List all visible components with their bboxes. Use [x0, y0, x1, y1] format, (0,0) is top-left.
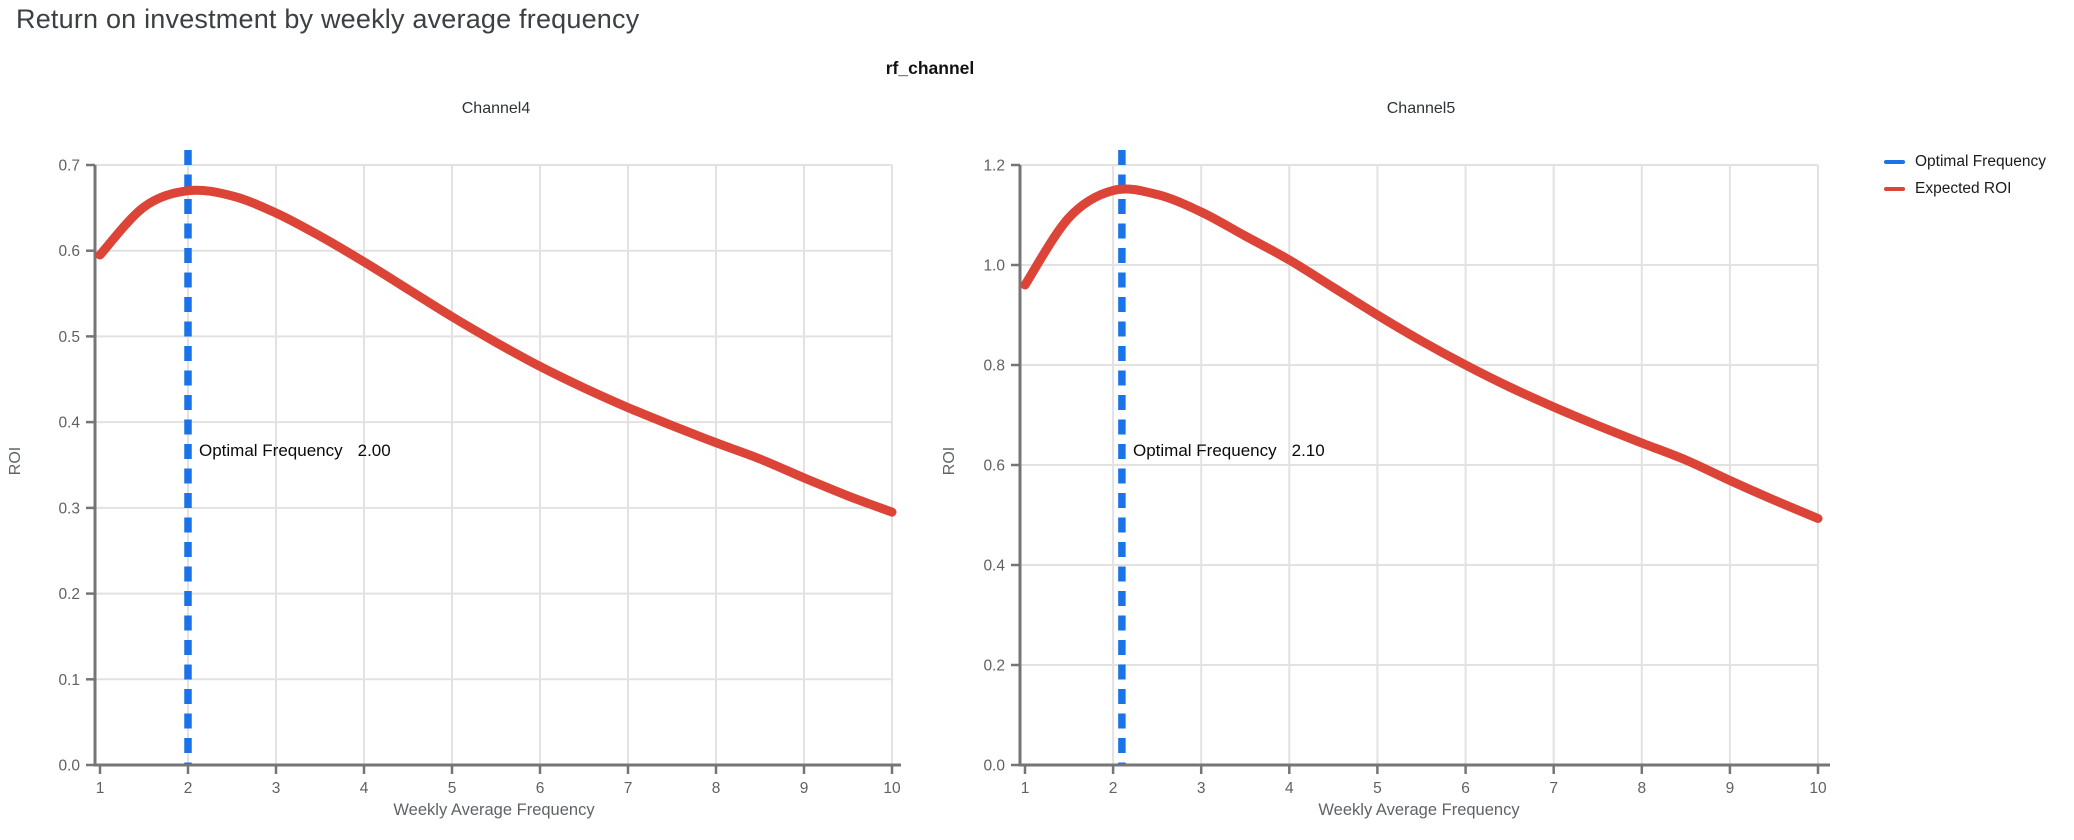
- y-axis-title-channel5: ROI: [941, 446, 958, 476]
- svg-text:0.2: 0.2: [58, 586, 80, 603]
- optimal-frequency-annotation-channel4: Optimal Frequency 2.00: [199, 441, 391, 461]
- svg-text:1.2: 1.2: [983, 158, 1005, 175]
- svg-text:4: 4: [1285, 780, 1294, 797]
- legend-item-optimal-frequency: Optimal Frequency: [1884, 153, 2046, 171]
- svg-text:2: 2: [184, 780, 193, 797]
- svg-text:7: 7: [1549, 780, 1558, 797]
- svg-text:9: 9: [1726, 780, 1735, 797]
- annotation-value: 2.00: [357, 441, 391, 460]
- subplot-title-channel4: Channel4: [461, 100, 531, 117]
- svg-text:3: 3: [1197, 780, 1206, 797]
- svg-text:0.2: 0.2: [983, 658, 1005, 675]
- legend: Optimal Frequency Expected ROI: [1884, 153, 2046, 207]
- optimal-frequency-annotation-channel5: Optimal Frequency 2.10: [1133, 441, 1325, 461]
- svg-text:2: 2: [1109, 780, 1118, 797]
- svg-text:0.4: 0.4: [58, 415, 80, 432]
- svg-text:0.8: 0.8: [983, 358, 1005, 375]
- legend-label: Optimal Frequency: [1915, 153, 2046, 170]
- svg-text:10: 10: [1809, 780, 1827, 797]
- svg-text:0.6: 0.6: [58, 243, 80, 260]
- svg-text:3: 3: [272, 780, 281, 797]
- x-axis-title-channel5: Weekly Average Frequency: [1318, 801, 1520, 819]
- y-axis-title-channel4: ROI: [7, 446, 24, 476]
- svg-text:1.0: 1.0: [983, 258, 1005, 275]
- page-title: Return on investment by weekly average f…: [16, 4, 640, 34]
- optimal-frequency-swatch: [1884, 160, 1905, 164]
- svg-text:0.7: 0.7: [58, 158, 80, 175]
- svg-text:6: 6: [536, 780, 545, 797]
- svg-text:0.5: 0.5: [58, 329, 80, 346]
- svg-text:0.6: 0.6: [983, 458, 1005, 475]
- annotation-label: Optimal Frequency: [1133, 441, 1277, 460]
- legend-label: Expected ROI: [1915, 180, 2012, 197]
- annotation-label: Optimal Frequency: [199, 441, 343, 460]
- svg-text:0.0: 0.0: [983, 758, 1005, 775]
- svg-text:8: 8: [712, 780, 721, 797]
- svg-text:0.1: 0.1: [58, 672, 80, 689]
- svg-text:7: 7: [624, 780, 633, 797]
- expected-roi-swatch: [1884, 187, 1905, 191]
- x-axis-title-channel4: Weekly Average Frequency: [393, 801, 595, 819]
- svg-text:10: 10: [883, 780, 901, 797]
- svg-text:0.4: 0.4: [983, 558, 1005, 575]
- svg-text:0.0: 0.0: [58, 758, 80, 775]
- svg-text:4: 4: [360, 780, 369, 797]
- svg-text:5: 5: [1373, 780, 1382, 797]
- svg-text:1: 1: [1021, 780, 1030, 797]
- figure-title: rf_channel: [885, 58, 975, 78]
- svg-text:0.3: 0.3: [58, 500, 80, 517]
- svg-text:8: 8: [1637, 780, 1646, 797]
- svg-text:6: 6: [1461, 780, 1470, 797]
- annotation-value: 2.10: [1291, 441, 1325, 460]
- subplot-title-channel5: Channel5: [1386, 100, 1456, 117]
- svg-text:5: 5: [448, 780, 457, 797]
- legend-item-expected-roi: Expected ROI: [1884, 180, 2046, 198]
- svg-text:9: 9: [800, 780, 809, 797]
- svg-text:1: 1: [96, 780, 105, 797]
